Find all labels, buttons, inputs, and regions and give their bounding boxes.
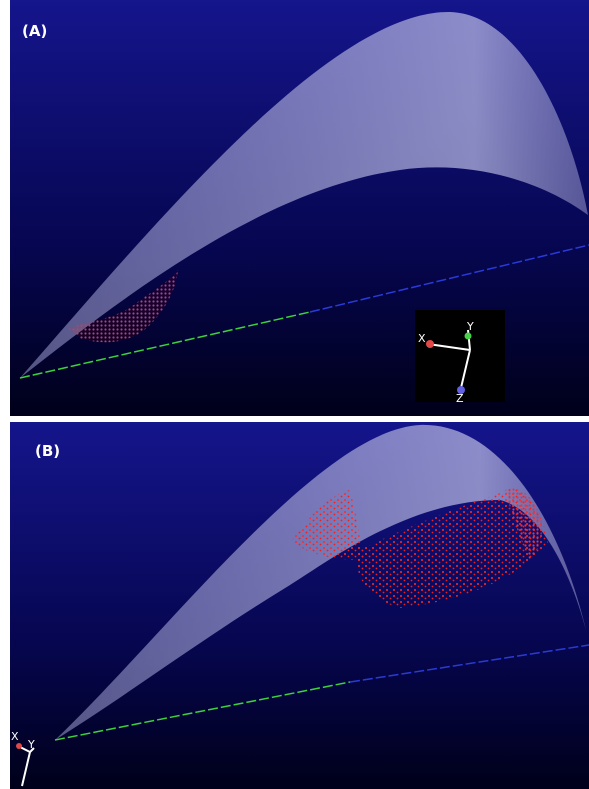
axis-y-cap	[465, 333, 472, 340]
axis-label: X	[418, 332, 426, 345]
axis-label: Y	[466, 320, 474, 333]
axis-label: X	[11, 730, 19, 743]
axis-label: Y	[27, 738, 35, 751]
panel-a: (A) X Y Z	[10, 0, 589, 416]
axis-x-cap	[426, 340, 434, 348]
axis-x-cap	[16, 743, 22, 749]
figure: (A) X Y Z (B) X Y	[0, 0, 589, 789]
panel-label: (A)	[22, 22, 47, 40]
panel-b: (B) X Y	[10, 422, 589, 789]
panel-label: (B)	[35, 442, 60, 460]
axis-label: Z	[456, 392, 464, 405]
